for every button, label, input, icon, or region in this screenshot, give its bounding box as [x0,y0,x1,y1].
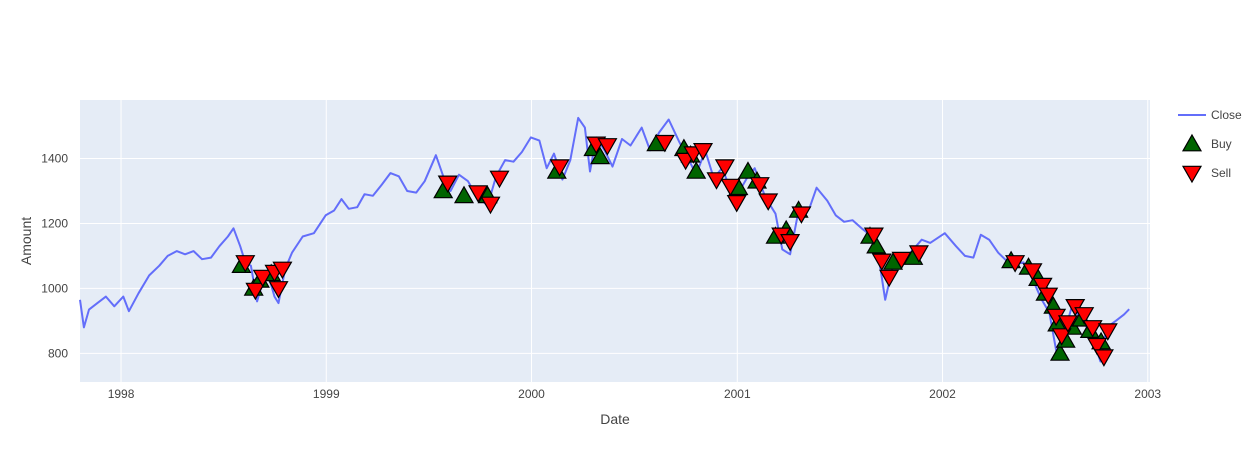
buy-marker [453,185,475,204]
legend-sell-marker [1181,165,1203,184]
sell-marker [1097,323,1118,341]
sell-marker [437,175,458,194]
sell-marker [272,261,293,280]
sell-marker [871,253,892,272]
sell-marker [908,245,929,263]
sell-marker [468,185,489,203]
buy-marker [1049,343,1071,361]
sell-marker [1087,337,1108,356]
y-axis-title: Amount [18,217,34,265]
plot-background [80,100,1150,382]
sell-marker [235,255,256,273]
sell-marker [480,196,501,215]
sell-marker [654,134,675,153]
legend: Close Buy Sell [1178,108,1242,184]
sell-marker [1032,277,1053,296]
legend-label: Buy [1211,137,1232,151]
sell-marker [252,269,273,288]
marker-layer [231,133,1118,367]
sell-marker [791,206,812,224]
x-tick-label: 2001 [724,387,751,401]
sell-marker [489,170,510,189]
sell-marker [268,281,289,299]
sell-marker [1057,315,1078,333]
sell-marker [1005,255,1026,273]
sell-marker [1051,328,1072,346]
legend-label: Close [1211,108,1242,122]
sell-marker [1093,349,1114,367]
legend-label: Sell [1211,166,1231,180]
axes: 1998 1999 2000 2001 2002 2003 800 1000 1200 1400 [41,151,1161,401]
sell-marker [879,269,900,288]
y-tick-label: 1400 [41,151,68,165]
buy-marker [590,146,611,165]
legend-buy-marker [1181,133,1203,152]
sell-marker [1074,307,1095,325]
x-axis-title: Date [600,411,630,427]
sell-marker [780,234,801,252]
sell-marker [1082,320,1103,338]
sell-marker [245,282,266,301]
sell-marker [1022,263,1043,281]
buy-marker [866,235,887,254]
x-tick-label: 2003 [1134,387,1161,401]
sell-marker [692,143,714,161]
sell-marker [714,159,735,177]
sell-marker [863,227,884,246]
x-tick-label: 2000 [518,387,545,401]
y-tick-label: 1200 [41,216,68,230]
sell-marker [1038,287,1059,306]
x-tick-label: 1999 [313,387,340,401]
buy-marker [686,161,707,179]
sell-marker [549,159,570,177]
x-tick-label: 2002 [929,387,956,401]
sell-marker [706,172,727,190]
buy-marker [737,161,759,179]
y-tick-label: 800 [48,346,68,360]
sell-marker [726,195,747,213]
x-tick-label: 1998 [108,387,135,401]
sell-marker [749,177,770,195]
y-tick-label: 1000 [41,281,68,295]
sell-marker [597,138,618,156]
sell-marker [720,178,741,197]
sell-marker [891,251,912,270]
sell-marker [758,193,779,211]
